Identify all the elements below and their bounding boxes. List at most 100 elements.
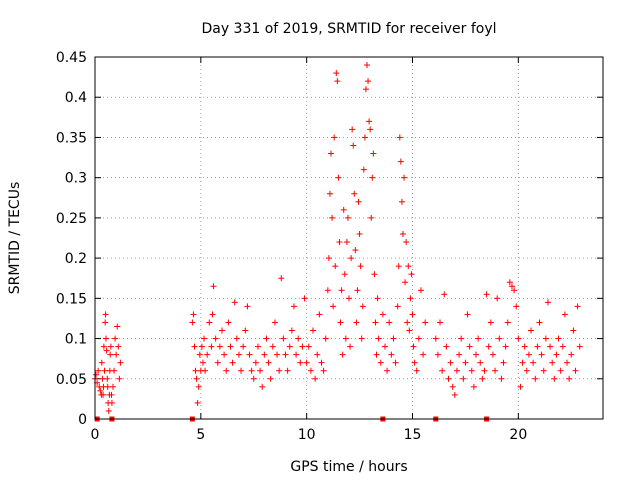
data-point	[202, 368, 208, 374]
data-point	[359, 336, 365, 342]
data-point	[357, 231, 363, 237]
x-tick-label: 0	[91, 427, 100, 443]
data-point	[505, 319, 511, 325]
data-point	[263, 336, 269, 342]
data-point	[549, 360, 555, 366]
data-point	[329, 215, 335, 221]
data-point	[321, 368, 327, 374]
data-point	[378, 360, 384, 366]
data-point	[397, 134, 403, 140]
y-tick-label: 0.4	[65, 90, 87, 106]
data-point	[221, 352, 227, 358]
y-tick-label: 0.45	[56, 50, 87, 66]
data-point	[405, 263, 411, 269]
data-point	[530, 360, 536, 366]
data-point	[465, 311, 471, 317]
y-tick-label: 0.3	[65, 171, 87, 187]
data-point	[316, 311, 322, 317]
y-tick-label: 0.05	[56, 372, 87, 388]
data-point	[204, 352, 210, 358]
x-tick-label: 15	[404, 427, 422, 443]
data-point	[102, 319, 108, 325]
data-point	[343, 336, 349, 342]
data-point	[526, 352, 532, 358]
data-point	[219, 328, 225, 334]
data-point	[289, 328, 295, 334]
data-point	[347, 344, 353, 350]
data-point	[116, 376, 122, 382]
data-point	[255, 344, 261, 350]
data-point	[406, 328, 412, 334]
data-point	[366, 118, 372, 124]
data-point	[333, 70, 339, 76]
data-point	[575, 303, 581, 309]
data-point	[404, 319, 410, 325]
data-point	[312, 376, 318, 382]
data-point	[330, 303, 336, 309]
grid-lines	[95, 57, 603, 419]
data-point	[259, 384, 265, 390]
data-point	[422, 319, 428, 325]
data-point	[358, 263, 364, 269]
data-point	[439, 368, 445, 374]
data-point	[318, 360, 324, 366]
data-point	[568, 352, 574, 358]
data-point	[109, 400, 115, 406]
data-point	[104, 348, 110, 354]
data-point	[101, 344, 107, 350]
data-point	[266, 360, 272, 366]
data-point	[364, 62, 370, 68]
data-point	[537, 319, 543, 325]
data-point	[334, 78, 340, 84]
data-point	[572, 368, 578, 374]
data-point	[348, 255, 354, 261]
data-points	[92, 62, 583, 421]
data-point	[306, 344, 312, 350]
data-point	[498, 376, 504, 382]
data-point	[462, 360, 468, 366]
data-point	[299, 344, 305, 350]
data-point	[456, 352, 462, 358]
data-point	[190, 311, 196, 317]
data-point	[211, 283, 217, 289]
data-point	[287, 344, 293, 350]
data-point	[545, 299, 551, 305]
data-point	[338, 319, 344, 325]
y-tick-label: 0.35	[56, 130, 87, 146]
data-point	[467, 344, 473, 350]
data-point	[227, 344, 233, 350]
data-point	[332, 263, 338, 269]
plot-frame	[95, 57, 603, 419]
data-point	[327, 191, 333, 197]
data-point	[111, 368, 117, 374]
data-point	[351, 191, 357, 197]
data-point	[501, 360, 507, 366]
data-point	[268, 376, 274, 382]
data-point	[102, 368, 108, 374]
data-point	[194, 376, 200, 382]
data-point	[193, 368, 199, 374]
data-point	[503, 344, 509, 350]
data-point	[414, 368, 420, 374]
data-point	[420, 352, 426, 358]
y-tick-label: 0	[78, 412, 87, 428]
data-point	[302, 295, 308, 301]
data-point	[515, 336, 521, 342]
data-point	[340, 352, 346, 358]
data-point	[513, 303, 519, 309]
data-point	[418, 287, 424, 293]
data-point	[352, 247, 358, 253]
data-point	[382, 344, 388, 350]
data-point	[551, 376, 557, 382]
data-point	[283, 352, 289, 358]
data-point	[278, 275, 284, 281]
data-point	[251, 376, 257, 382]
data-point	[494, 295, 500, 301]
data-point	[213, 336, 219, 342]
data-point	[339, 287, 345, 293]
data-point	[395, 303, 401, 309]
data-point	[261, 352, 267, 358]
data-point	[534, 344, 540, 350]
data-point	[323, 336, 329, 342]
